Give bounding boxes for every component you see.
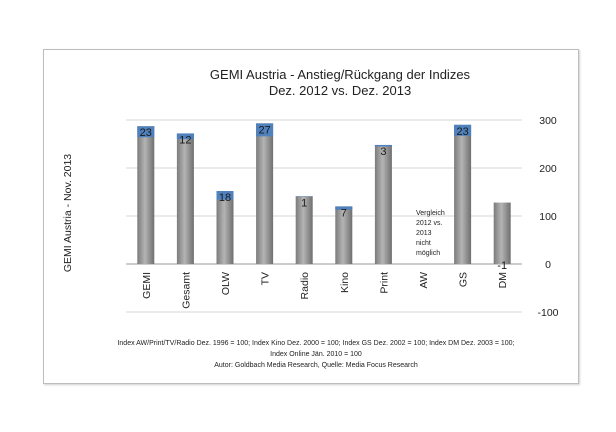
footnote-line-1: Index AW/Print/TV/Radio Dez. 1996 = 100;… [117,340,514,347]
data-label: -1 [497,260,507,272]
category-label: Radio [299,272,311,300]
y-tick-label: 200 [539,163,557,175]
category-label: OLW [220,272,232,295]
bar [335,206,353,264]
change-segment [216,191,234,200]
bar [176,133,194,264]
y-tick-label: 300 [539,115,557,127]
change-segment [137,126,155,138]
data-label: 23 [140,127,152,139]
category-label: GEMI [141,272,153,299]
change-segment [335,206,353,210]
data-label: 12 [179,134,191,146]
aw-note-line-3: 2013 [416,230,432,237]
category-label: GS [458,272,470,287]
change-segment [256,123,274,137]
change-segment [454,124,472,136]
change-segment [176,133,194,140]
category-label: TV [260,272,272,285]
data-label: 23 [456,126,468,138]
chart-title-line-2: Dez. 2012 vs. Dez. 2013 [269,83,411,98]
aw-note-line-2: 2012 vs. [416,220,443,227]
aw-note-line-1: Vergleich [416,210,445,217]
bar [454,124,472,264]
aw-note-line-5: möglich [416,250,440,257]
bar [216,191,234,264]
y-tick-label: 0 [545,259,551,271]
bar [493,202,511,264]
y-tick-label: 100 [539,211,557,223]
chart-title-line-1: GEMI Austria - Anstieg/Rückgang der Indi… [210,67,471,82]
data-label: 3 [380,146,386,158]
x-categories: GEMI Gesamt OLW TV Radio Kino Print AW GS DM [141,272,509,309]
bar [256,123,274,264]
bar [137,126,155,265]
category-label: Kino [339,272,351,293]
category-label: DM [497,272,509,288]
aw-note-line-4: nicht [416,240,431,247]
bar [295,196,313,264]
data-label: 18 [219,192,231,204]
bars: 23 12 18 27 1 7 3 23 -1 [137,123,511,272]
data-label: 1 [301,197,307,209]
y-tick-label: -100 [537,307,558,319]
change-segment [374,144,392,147]
footnote-line-2: Index Online Jän. 2010 = 100 [270,351,362,358]
data-label: 27 [258,124,270,136]
aw-note: Vergleich 2012 vs. 2013 nicht möglich [416,210,445,257]
footnote-line-3: Autor: Goldbach Media Research, Quelle: … [214,362,418,369]
category-label: Print [378,272,390,294]
category-label: Gesamt [180,272,192,309]
y-axis-label: GEMI Austria - Nov. 2013 [62,154,74,272]
bar [374,144,392,264]
category-label: AW [418,272,430,289]
data-label: 7 [341,207,347,219]
y-ticks: -100 0 100 200 300 [537,115,558,319]
